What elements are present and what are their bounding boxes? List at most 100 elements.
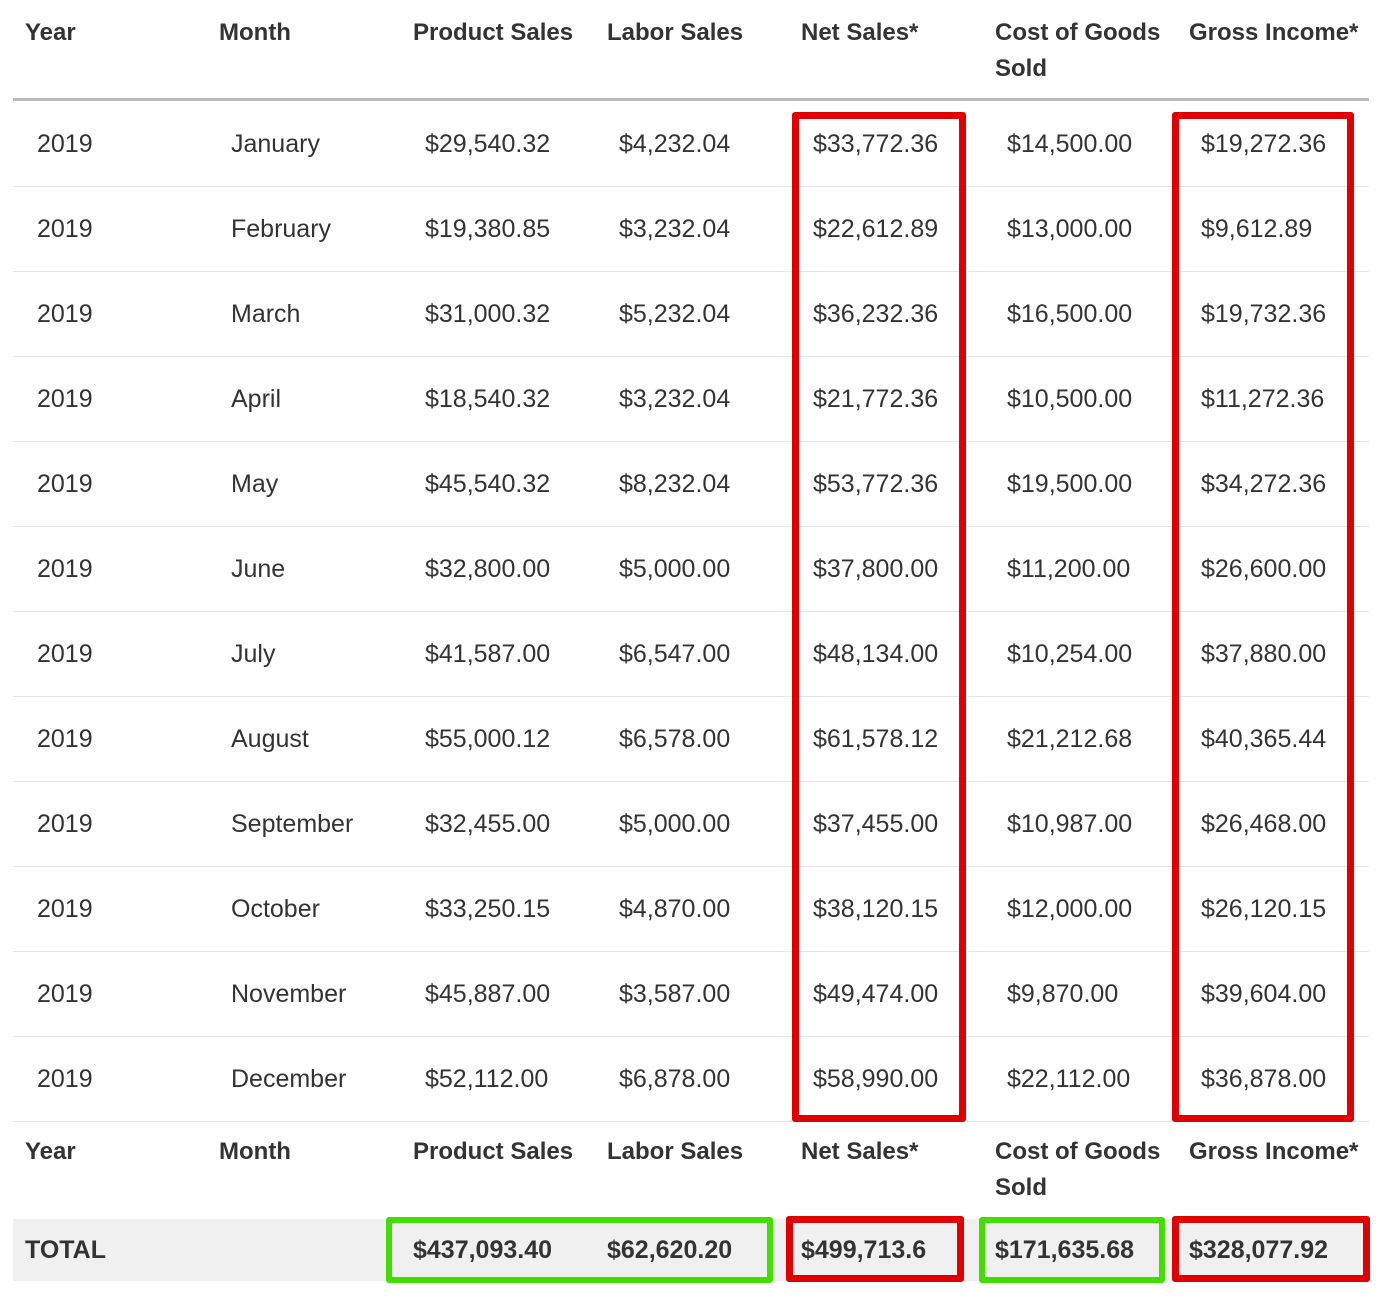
- cell-gross-income: $26,600.00: [1201, 554, 1327, 583]
- cell-net-sales: $53,772.36: [813, 469, 939, 498]
- cell-year: 2019: [37, 469, 93, 498]
- cell-labor-sales: $3,232.04: [619, 214, 731, 243]
- cell-product-sales: $18,540.32: [425, 384, 551, 413]
- cell-gross-income: $39,604.00: [1201, 979, 1327, 1008]
- cell-year: 2019: [37, 979, 93, 1008]
- header-cost-of-goods-sold: Cost of Goods Sold: [995, 19, 1161, 82]
- cell-month: March: [231, 299, 301, 328]
- table-header-top: Year Month Product Sales Labor Sales Net…: [13, 0, 1369, 101]
- cell-year: 2019: [37, 639, 93, 668]
- cell-net-sales: $48,134.00: [813, 639, 939, 668]
- cell-net-sales: $38,120.15: [813, 894, 939, 923]
- cell-labor-sales: $3,232.04: [619, 384, 731, 413]
- cell-gross-income: $11,272.36: [1201, 384, 1325, 413]
- cell-cost-of-goods-sold: $12,000.00: [1007, 894, 1133, 923]
- cell-month: September: [231, 809, 354, 838]
- cell-year: 2019: [37, 214, 93, 243]
- table-row: 2019 September $32,455.00 $5,000.00 $37,…: [13, 782, 1369, 867]
- header-year: Year: [25, 1138, 76, 1165]
- header-product-sales: Product Sales: [413, 1138, 574, 1165]
- header-net-sales: Net Sales*: [801, 19, 919, 46]
- total-row: TOTAL $437,093.40 $62,620.20 $499,713.6 …: [13, 1219, 1369, 1281]
- cell-net-sales: $33,772.36: [813, 129, 939, 158]
- header-net-sales: Net Sales*: [801, 1138, 919, 1165]
- cell-net-sales: $36,232.36: [813, 299, 939, 328]
- table-body: 2019 January $29,540.32 $4,232.04 $33,77…: [13, 102, 1369, 1122]
- cell-labor-sales: $4,870.00: [619, 894, 731, 923]
- cell-cost-of-goods-sold: $10,987.00: [1007, 809, 1133, 838]
- cell-cost-of-goods-sold: $10,500.00: [1007, 384, 1133, 413]
- header-gross-income: Gross Income*: [1189, 19, 1359, 46]
- cell-product-sales: $33,250.15: [425, 894, 551, 923]
- cell-month: April: [231, 384, 282, 413]
- table-row: 2019 June $32,800.00 $5,000.00 $37,800.0…: [13, 527, 1369, 612]
- total-gross-income: $328,077.92: [1189, 1235, 1329, 1264]
- cell-product-sales: $32,455.00: [425, 809, 551, 838]
- cell-cost-of-goods-sold: $22,112.00: [1007, 1064, 1131, 1093]
- cell-product-sales: $31,000.32: [425, 299, 551, 328]
- cell-labor-sales: $3,587.00: [619, 979, 731, 1008]
- cell-labor-sales: $6,878.00: [619, 1064, 731, 1093]
- cell-month: January: [231, 129, 320, 158]
- total-cost-of-goods-sold: $171,635.68: [995, 1235, 1135, 1264]
- table-row: 2019 February $19,380.85 $3,232.04 $22,6…: [13, 187, 1369, 272]
- total-product-sales: $437,093.40: [413, 1235, 553, 1264]
- table-row: 2019 July $41,587.00 $6,547.00 $48,134.0…: [13, 612, 1369, 697]
- cell-cost-of-goods-sold: $21,212.68: [1007, 724, 1133, 753]
- cell-product-sales: $32,800.00: [425, 554, 551, 583]
- cell-month: February: [231, 214, 332, 243]
- header-labor-sales: Labor Sales: [607, 19, 744, 46]
- cell-product-sales: $52,112.00: [425, 1064, 549, 1093]
- cell-year: 2019: [37, 809, 93, 838]
- cell-labor-sales: $4,232.04: [619, 129, 731, 158]
- cell-cost-of-goods-sold: $19,500.00: [1007, 469, 1133, 498]
- header-product-sales: Product Sales: [413, 19, 574, 46]
- cell-labor-sales: $5,000.00: [619, 554, 731, 583]
- cell-gross-income: $36,878.00: [1201, 1064, 1327, 1093]
- table-row: 2019 April $18,540.32 $3,232.04 $21,772.…: [13, 357, 1369, 442]
- cell-year: 2019: [37, 894, 93, 923]
- header-labor-sales: Labor Sales: [607, 1138, 744, 1165]
- cell-gross-income: $34,272.36: [1201, 469, 1327, 498]
- cell-gross-income: $9,612.89: [1201, 214, 1313, 243]
- cell-product-sales: $45,887.00: [425, 979, 551, 1008]
- cell-cost-of-goods-sold: $11,200.00: [1007, 554, 1131, 583]
- cell-cost-of-goods-sold: $13,000.00: [1007, 214, 1133, 243]
- table-row: 2019 May $45,540.32 $8,232.04 $53,772.36…: [13, 442, 1369, 527]
- cell-net-sales: $22,612.89: [813, 214, 939, 243]
- cell-gross-income: $26,120.15: [1201, 894, 1327, 923]
- cell-product-sales: $41,587.00: [425, 639, 551, 668]
- cell-month: July: [231, 639, 276, 668]
- header-year: Year: [25, 19, 76, 46]
- cell-month: May: [231, 469, 279, 498]
- table-row: 2019 January $29,540.32 $4,232.04 $33,77…: [13, 102, 1369, 187]
- cell-product-sales: $55,000.12: [425, 724, 551, 753]
- cell-cost-of-goods-sold: $10,254.00: [1007, 639, 1133, 668]
- cell-year: 2019: [37, 299, 93, 328]
- cell-gross-income: $26,468.00: [1201, 809, 1327, 838]
- cell-net-sales: $37,455.00: [813, 809, 939, 838]
- cell-labor-sales: $6,578.00: [619, 724, 731, 753]
- cell-year: 2019: [37, 554, 93, 583]
- cell-month: November: [231, 979, 347, 1008]
- cell-gross-income: $19,272.36: [1201, 129, 1327, 158]
- table-header-footer: Year Month Product Sales Labor Sales Net…: [13, 1122, 1369, 1206]
- cell-month: August: [231, 724, 309, 753]
- cell-product-sales: $29,540.32: [425, 129, 551, 158]
- cell-month: June: [231, 554, 286, 583]
- header-month: Month: [219, 19, 291, 46]
- cell-product-sales: $45,540.32: [425, 469, 551, 498]
- total-net-sales: $499,713.6: [801, 1235, 927, 1264]
- cell-gross-income: $37,880.00: [1201, 639, 1327, 668]
- cell-net-sales: $61,578.12: [813, 724, 939, 753]
- cell-year: 2019: [37, 1064, 93, 1093]
- table-row: 2019 March $31,000.32 $5,232.04 $36,232.…: [13, 272, 1369, 357]
- cell-gross-income: $40,365.44: [1201, 724, 1327, 753]
- header-cost-of-goods-sold: Cost of Goods Sold: [995, 1138, 1161, 1201]
- cell-net-sales: $37,800.00: [813, 554, 939, 583]
- cell-net-sales: $58,990.00: [813, 1064, 939, 1093]
- cell-product-sales: $19,380.85: [425, 214, 551, 243]
- table-row: 2019 October $33,250.15 $4,870.00 $38,12…: [13, 867, 1369, 952]
- cell-labor-sales: $8,232.04: [619, 469, 731, 498]
- cell-net-sales: $21,772.36: [813, 384, 939, 413]
